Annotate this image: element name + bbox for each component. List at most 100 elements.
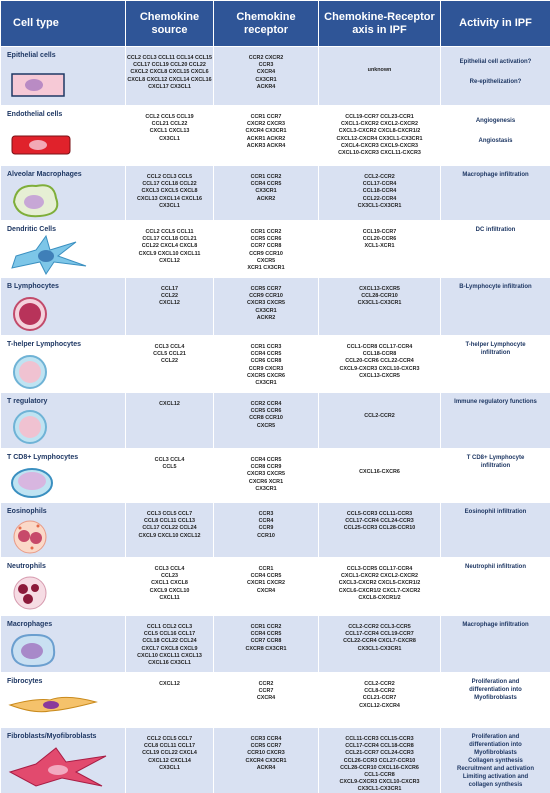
endothelial-icon [11,135,71,155]
receptor-line: CCR1 CCR3 [250,344,282,350]
source-cell: CCL17 CCL22 CXCL12 [125,277,214,336]
axis-line: CCL17-CCR4 CCL24-CCR3 [345,518,414,525]
source-cell: CCL2 CCL3 CCL11 CCL14 CCL15 CCL17 CCL19 C… [125,46,214,106]
activity-cell: B-Lymphocyte infiltration [440,277,550,336]
epithelial-icon [11,73,65,97]
receptor-line: CCR1 CCR2 [250,624,282,630]
source-line: CCL2 CCL3 CCL11 CCL14 CCL15 [126,55,213,61]
receptor-line: CCR2 CXCR2 [248,55,284,61]
activity-line: DC infiltration [475,227,516,233]
source-cell: CCL3 CCL4 CCL23 CXCL1 CXCL8 CXCL9 CXCL10 CXC… [125,557,214,616]
activity-line: Macrophage infiltration [462,172,529,178]
source-line: CX3CL1 [159,135,180,142]
axis-line: CXCL6-CXCR1/2 CXCL7-CXCR2 [338,587,421,594]
t-regulatory-icon [13,410,47,444]
source-line: CXCL17 CX3CL1 [148,83,191,90]
axis-cell: CCL19-CCR7 CCL20-CCR6 XCL1-XCR1 [318,220,441,278]
axis-line: CCL28-CCR10 CXCL16-CXCR6 [340,764,419,771]
source-line: CXCL7 CXCL8 CXCL9 [141,645,198,652]
axis-line: CXCL3-CXCR2 CXCL5-CXCR1/2 [338,580,421,587]
source-cell: CCL1 CCL2 CCL3 CCL5 CCL16 CCL17 CCL18 CCL2… [125,615,214,673]
receptor-cell: CCR2 CCR7 CXCR4 [213,672,319,728]
axis-line: CXCL13-CXCR5 [359,286,400,292]
source-cell: CXCL12 [125,672,214,728]
axis-line: CCL25-CCR3 CCL28-CCR10 [343,525,416,532]
eosinophil-icon [13,520,47,554]
source-line: CXCL8 CXCL12 CXCL14 CXCL16 [127,76,212,83]
receptor-line: CCR8 CCR9 [250,464,282,471]
fibroblast-icon [8,747,107,787]
table-row: Epithelial cells CCL2 CCL3 CCL11 CCL14 CC… [0,46,550,106]
source-line: CXCL1 CXCL8 [151,580,188,587]
table-row: Macrophages CCL1 CCL2 CCL3 CCL5 CCL16 CCL1… [0,615,550,673]
axis-line: CCL2-CCR2 [364,681,395,687]
activity-line: collagen synthesis [468,782,523,788]
receptor-line: ACKR3 ACKR4 [246,142,286,149]
receptor-line: CCR9 CCR10 [249,293,283,300]
source-line: CCL17 CCL19 CCL20 CCL22 [133,62,206,69]
axis-line: CCL18-CCR8 [362,351,397,358]
receptor-line: CCR7 CCR8 [250,243,282,250]
table-row: Fibrocytes CXCL12 CCR2 CCR7 CXCR4 CCL2-CCR2 CC… [0,672,550,728]
activity-line: Angiostasis [478,138,513,144]
header-cell: Activity in IPF [440,0,550,47]
receptor-line: CCR6 CCR8 [250,358,282,365]
table-body: Epithelial cells CCL2 CCL3 CCL11 CCL14 CC… [0,46,550,793]
receptor-line: CX3CR1 [255,307,277,314]
axis-line: CCL17-CCR4 CCL18-CCR8 [345,743,414,750]
receptor-line: CXCR8 CX3CR1 [245,645,287,652]
source-cell: CCL3 CCL5 CCL7 CCL8 CCL11 CCL13 CCL17 CCL2… [125,502,214,558]
axis-cell: CCL5-CCR3 CCL11-CCR3 CCL17-CCR4 CCL24-CCR… [318,502,441,558]
source-line: CCL2 CCL5 CCL19 [145,114,194,120]
receptor-cell: CCR3 CCR4 CCR5 CCR7 CCR10 CXCR3 CXCR4 CX3CR… [213,727,319,793]
source-cell: CCL3 CCL4 CCL5 CCL21 CCL22 [125,335,214,393]
source-line: CXCL11 [159,594,180,601]
receptor-line: ACKR2 [256,195,276,202]
source-line: CXCL9 CXCL10 CXCL11 [138,250,201,257]
axis-line: CXCL8-CXCR1/2 [358,594,401,601]
axis-line: XCL1-XCR1 [364,243,395,250]
axis-line: CXCL12-CXCR4 CX3CL1-CX3CR1 [336,135,423,142]
receptor-line: XCR1 CX3CR1 [247,265,285,272]
axis-line: CCL20-CCR6 CCL22-CCR4 [345,358,414,365]
receptor-line: CCR2 CCR4 [250,401,282,407]
receptor-line: CCR4 CCR5 [250,181,282,188]
source-line: CXCL2 CXCL8 CXCL15 CXCL6 [130,69,209,76]
source-cell: CXCL12 [125,392,214,449]
source-line: CCL5 CCL16 CCL17 [143,631,196,638]
table-row: T CD8+ Lymphocytes CCL3 CCL4 CCL5 CCR4 CCR5… [0,448,550,503]
source-line: CCL17 CCL18 CCL22 [142,181,197,188]
source-line: CXCL13 CXCL14 CXCL16 [136,195,202,202]
source-line: CCL22 CXCL4 CXCL8 [141,243,198,250]
source-line: CCL17 CCL18 CCL21 [142,236,197,243]
activity-line: Proliferation and [471,679,520,685]
activity-line: Limiting activation and [462,774,529,780]
activity-line: infiltration [480,463,511,469]
table-row: Endothelial cells CCL2 CCL5 CCL19 CCL21 CC… [0,105,550,166]
activity-line: Re-epithelization? [469,79,522,85]
receptor-line: CXCR4 [256,69,276,76]
axis-line: CCL2-CCR2 [364,174,395,180]
receptor-line: CCR5 CCR7 [250,743,282,750]
activity-cell: Eosinophil infiltration [440,502,550,558]
axis-cell: CXCL13-CXCR5 CCL28-CCR10 CX3CL1-CX3CR1 [318,277,441,336]
receptor-cell: CCR1 CCR2 CCR4 CCR5 CCR7 CCR8 CXCR8 CX3CR1 [213,615,319,673]
source-line: CCL3 CCL4 [154,566,185,572]
axis-line: CX3CL1-CX3CR1 [357,786,402,793]
receptor-line: CXCR1 CXCR2 [246,580,286,587]
source-line: CCL18 CCL22 CCL24 [142,638,197,645]
source-line: CCL3 CCL4 [154,457,185,463]
source-cell: CCL2 CCL5 CCL19 CCL21 CCL22 CXCL1 CXCL13 CX… [125,105,214,166]
receptor-cell: CCR1 CCR2 CCR4 CCR5 CX3CR1 ACKR2 [213,165,319,221]
source-line: CXCL16 CX3CL1 [148,660,191,667]
activity-line: Eosinophil infiltration [464,509,527,515]
source-line: CCL22 [160,293,179,300]
activity-cell: Angiogenesis Angiostasis [440,105,550,166]
axis-line: CXCL10-CXCR3 CXCL11-CXCR3 [338,150,421,157]
activity-cell: Macrophage infiltration [440,615,550,673]
receptor-cell: CCR5 CCR7 CCR9 CCR10 CXCR3 CXCR5 CX3CR1 ACKR… [213,277,319,336]
axis-cell: CCL11-CCR3 CCL15-CCR3 CCL17-CCR4 CCL18-CC… [318,727,441,793]
axis-line: CCL17-CCR4 [362,181,397,188]
receptor-line: CXCR4 [256,695,276,702]
activity-line: differentiation into [469,742,522,748]
